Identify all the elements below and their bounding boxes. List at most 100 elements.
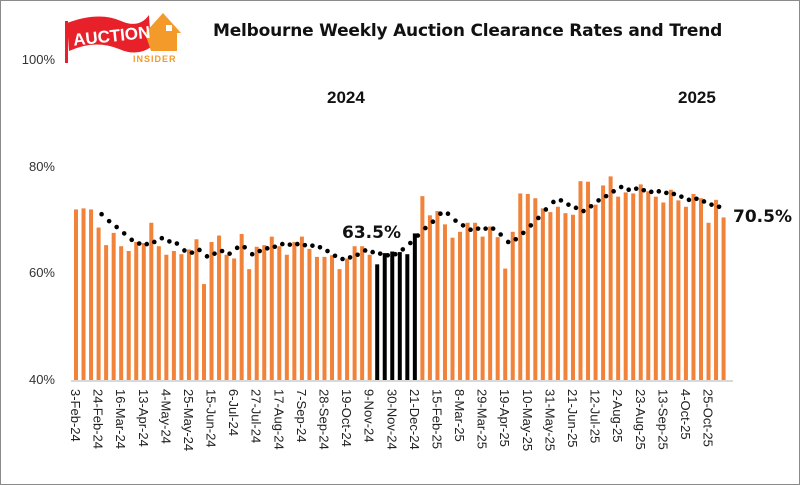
trend-point xyxy=(498,232,503,237)
x-tick-label: 30-Nov-24 xyxy=(384,389,400,450)
trend-point xyxy=(445,211,451,217)
bar xyxy=(382,253,387,380)
bar xyxy=(307,248,312,380)
bar xyxy=(533,198,538,380)
x-tick-label: 2-Aug-25 xyxy=(610,389,626,443)
latest-value-label: 70.5% xyxy=(733,207,792,227)
bar xyxy=(299,236,304,380)
bar xyxy=(202,284,207,380)
trend-point xyxy=(679,194,684,199)
trend-point xyxy=(701,199,707,204)
trend-point xyxy=(618,184,624,190)
bar xyxy=(691,193,696,380)
x-tick-label: 13-Apr-24 xyxy=(135,389,151,447)
trend-point xyxy=(302,242,308,248)
trend-point xyxy=(588,203,594,209)
x-tick-label: 19-Oct-24 xyxy=(339,389,355,447)
x-tick-label: 31-May-25 xyxy=(542,389,558,452)
bar xyxy=(721,217,726,380)
y-tick-label: 60% xyxy=(28,265,55,281)
bar xyxy=(397,252,402,380)
x-tick-label: 17-Aug-24 xyxy=(271,389,287,450)
trend-point xyxy=(280,241,285,247)
trend-point xyxy=(295,241,300,247)
trend-point xyxy=(468,227,473,232)
trend-point xyxy=(505,239,511,245)
bar xyxy=(209,241,214,380)
trend-point xyxy=(129,237,135,243)
bar xyxy=(623,192,628,380)
bar xyxy=(698,198,703,380)
bar xyxy=(638,184,643,380)
bar xyxy=(186,249,191,380)
bar xyxy=(277,246,282,380)
bar xyxy=(239,233,244,380)
year-label-2025: 2025 xyxy=(678,88,716,107)
bar xyxy=(74,209,78,380)
bar xyxy=(126,251,131,380)
trend-point xyxy=(287,242,293,247)
x-tick-label: 27-Jul-24 xyxy=(248,389,264,444)
bar xyxy=(89,209,94,380)
trend-point xyxy=(114,224,119,230)
x-tick-label: 24-Feb-24 xyxy=(90,389,106,449)
trend-point xyxy=(392,251,398,257)
bar xyxy=(646,191,651,380)
trend-point xyxy=(106,218,112,224)
trend-point xyxy=(664,190,669,196)
bar xyxy=(548,212,553,380)
trend-point xyxy=(633,186,639,191)
bar xyxy=(668,189,673,380)
trend-point xyxy=(543,207,549,212)
bar xyxy=(164,254,169,380)
bar xyxy=(194,239,199,380)
bar xyxy=(503,268,508,380)
x-tick-label: 3-Feb-24 xyxy=(68,389,83,442)
x-tick-label: 4-May-24 xyxy=(158,389,174,444)
trend-point xyxy=(167,239,172,244)
svg-text:INSIDER: INSIDER xyxy=(133,54,177,63)
bar xyxy=(676,200,681,380)
bar xyxy=(247,269,252,380)
trend-point xyxy=(460,223,466,228)
trend-point xyxy=(716,204,722,210)
trend-point xyxy=(347,255,353,260)
trend-point xyxy=(558,198,564,203)
bar xyxy=(375,264,380,380)
bar xyxy=(510,231,515,380)
trend-point xyxy=(490,226,496,231)
x-tick-label: 10-May-25 xyxy=(519,389,535,452)
trend-point xyxy=(332,253,338,259)
trend-point xyxy=(121,231,127,236)
trend-point xyxy=(197,247,202,253)
bar xyxy=(81,208,86,380)
x-tick-label: 29-Mar-25 xyxy=(474,389,490,449)
holiday-value-label: 63.5% xyxy=(342,223,401,243)
trend-point xyxy=(152,239,157,245)
trend-point xyxy=(227,251,232,256)
y-tick-label: 80% xyxy=(28,158,55,174)
bar xyxy=(450,237,455,380)
bar xyxy=(480,236,485,380)
trend-point xyxy=(438,211,443,217)
bar xyxy=(593,204,598,380)
x-tick-label: 28-Sep-24 xyxy=(316,389,332,450)
bar xyxy=(104,245,109,380)
bar xyxy=(134,241,139,380)
bar xyxy=(458,231,463,380)
bar xyxy=(111,232,116,380)
bar xyxy=(578,181,583,380)
trend-point xyxy=(325,248,330,254)
trend-point xyxy=(694,196,699,202)
trend-point xyxy=(159,235,165,241)
bar xyxy=(284,254,289,380)
bar xyxy=(495,237,500,380)
bar xyxy=(322,256,327,380)
trend-point xyxy=(136,241,142,246)
bar xyxy=(224,254,229,380)
bar xyxy=(563,213,568,380)
trend-point xyxy=(257,248,263,254)
bar xyxy=(292,241,297,380)
